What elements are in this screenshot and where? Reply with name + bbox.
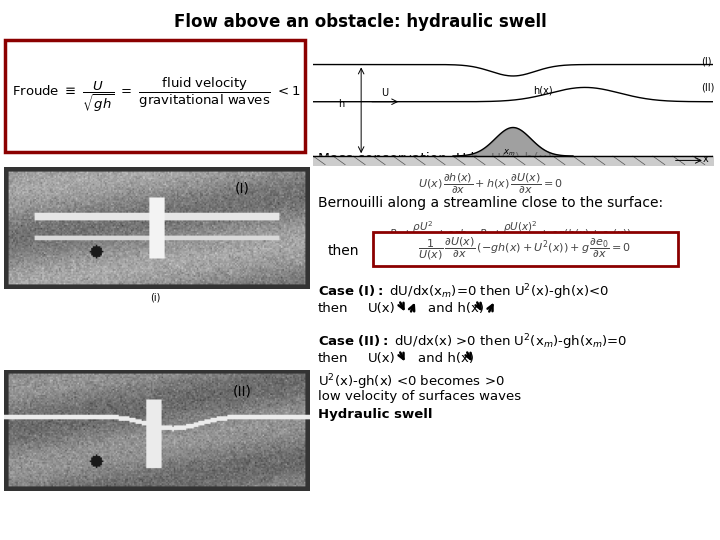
Text: $U(x)\,\dfrac{\partial h(x)}{\partial x} + h(x)\,\dfrac{\partial U(x)}{\partial : $U(x)\,\dfrac{\partial h(x)}{\partial x}… <box>418 172 562 197</box>
Text: then: then <box>318 352 348 365</box>
Text: U(x): U(x) <box>368 352 396 365</box>
Text: h(x): h(x) <box>533 85 553 95</box>
Text: $x_m$: $x_m$ <box>503 147 516 158</box>
Text: then: then <box>318 302 348 315</box>
Text: (II): (II) <box>233 384 252 399</box>
Text: $P_0 + \dfrac{\rho U^2}{2} + \rho gh = P_a + \dfrac{\rho U(x)^2}{2} + \rho g(h(x: $P_0 + \dfrac{\rho U^2}{2} + \rho gh = P… <box>389 220 631 247</box>
Text: Hydraulic swell: Hydraulic swell <box>318 408 433 421</box>
Text: and h(x): and h(x) <box>428 302 484 315</box>
Text: $\dfrac{1}{U(x)}\,\dfrac{\partial U(x)}{\partial x}\,(-gh(x) + U^2(x)) + g\,\dfr: $\dfrac{1}{U(x)}\,\dfrac{\partial U(x)}{… <box>418 236 631 262</box>
Text: Mass conservation: U.h=U(x).h(x): Mass conservation: U.h=U(x).h(x) <box>318 152 552 166</box>
Text: U(x): U(x) <box>368 302 396 315</box>
Text: Bernouilli along a streamline close to the surface:: Bernouilli along a streamline close to t… <box>318 196 663 210</box>
Text: and h(x): and h(x) <box>418 352 474 365</box>
Text: h: h <box>338 99 344 110</box>
Text: then: then <box>328 244 359 258</box>
Text: low velocity of surfaces waves: low velocity of surfaces waves <box>318 390 521 403</box>
Text: U$^2$(x)-gh(x) <0 becomes >0: U$^2$(x)-gh(x) <0 becomes >0 <box>318 372 505 391</box>
Text: (I): (I) <box>701 57 711 66</box>
Text: $\bf{Case\ (I):}$ dU/dx(x$_m$)=0 then U$^2$(x)-gh(x)<0: $\bf{Case\ (I):}$ dU/dx(x$_m$)=0 then U$… <box>318 282 609 302</box>
Text: x: x <box>703 154 708 164</box>
Bar <box>373 232 678 266</box>
Text: Froude $\equiv$ $\dfrac{U}{\sqrt{gh}}$ $=$ $\dfrac{\mathrm{fluid\ velocity}}{\ma: Froude $\equiv$ $\dfrac{U}{\sqrt{gh}}$ $… <box>12 76 300 114</box>
Bar <box>5 40 305 152</box>
Text: $\bf{Case\ (II):}$ dU/dx(x) >0 then U$^2$(x$_m$)-gh(x$_m$)=0: $\bf{Case\ (II):}$ dU/dx(x) >0 then U$^2… <box>318 332 627 352</box>
Text: (I): (I) <box>235 182 250 196</box>
Text: Flow above an obstacle: hydraulic swell: Flow above an obstacle: hydraulic swell <box>174 13 546 31</box>
Text: (II): (II) <box>701 83 714 92</box>
Text: (i): (i) <box>150 293 160 303</box>
Text: U: U <box>382 88 389 98</box>
